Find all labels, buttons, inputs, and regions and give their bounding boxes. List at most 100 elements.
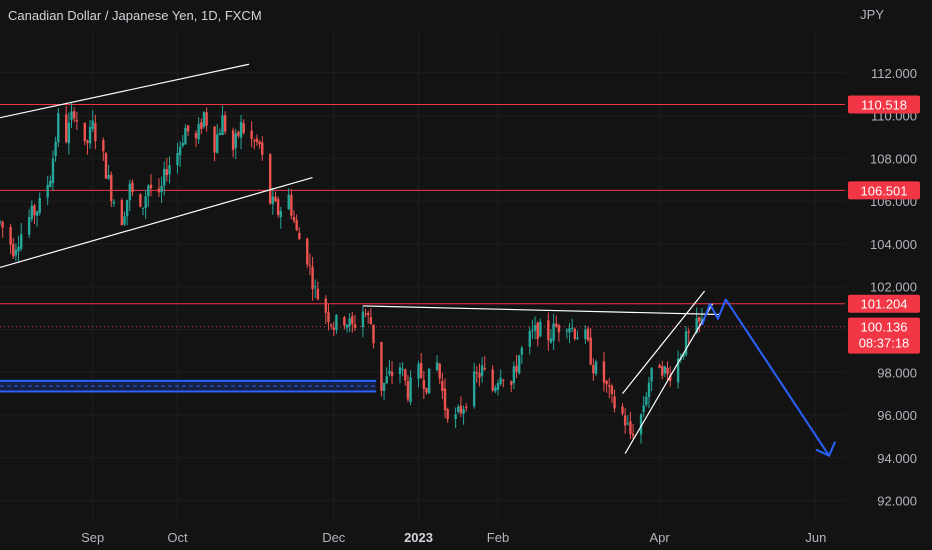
candle-body <box>120 200 124 226</box>
candle-body <box>107 174 110 179</box>
candle-body <box>533 325 537 331</box>
candle-body <box>218 133 222 136</box>
candle-101 <box>372 324 375 349</box>
candle-body <box>144 196 147 209</box>
candle-body <box>14 249 18 256</box>
candle-46 <box>168 156 171 184</box>
candle-99 <box>366 310 370 324</box>
candle-body <box>104 153 108 179</box>
candle-22 <box>83 122 86 146</box>
candles <box>0 102 704 444</box>
candle-body <box>295 220 298 231</box>
candle-103 <box>382 382 386 401</box>
candle-13 <box>49 175 52 188</box>
candle-148 <box>549 329 553 344</box>
candle-body <box>478 373 481 378</box>
candle-40 <box>147 184 150 207</box>
projection-line <box>701 298 830 457</box>
candle-body <box>202 112 206 127</box>
candle-body <box>499 377 502 384</box>
candle-161 <box>594 359 598 376</box>
candle-body <box>94 123 97 141</box>
candle-body <box>141 207 145 209</box>
candle-9 <box>33 203 36 225</box>
candle-body <box>348 318 351 326</box>
time-axis[interactable]: Sep Oct Dec 2023 Feb Apr Jun <box>81 530 826 545</box>
candle-175 <box>647 377 651 409</box>
candle-160 <box>592 358 595 381</box>
price-tag-label: 110.518 <box>861 97 907 112</box>
candle-98 <box>364 308 367 318</box>
candle-body <box>27 217 31 235</box>
candle-133 <box>494 384 497 394</box>
candle-body <box>642 405 645 413</box>
candle-body <box>517 355 521 374</box>
candle-body <box>592 365 595 374</box>
candle-17 <box>65 105 68 144</box>
candle-79 <box>292 210 296 224</box>
candle-118 <box>438 362 441 385</box>
candle-62 <box>231 127 235 158</box>
candle-body <box>610 385 614 394</box>
candle-93 <box>345 323 349 333</box>
candle-body <box>329 324 333 326</box>
candle-173 <box>642 395 645 418</box>
price-axis[interactable]: 92.00094.00096.00098.000100.000102.00010… <box>870 66 917 509</box>
candle-15 <box>54 136 57 163</box>
candle-body <box>406 381 410 400</box>
candle-112 <box>417 360 420 388</box>
candle-11 <box>38 192 41 216</box>
candle-body <box>536 322 539 340</box>
candle-21 <box>75 111 79 131</box>
candle-66 <box>242 119 245 135</box>
candle-body <box>496 382 500 390</box>
candle-58 <box>216 123 219 154</box>
candle-body <box>372 324 375 344</box>
candle-body <box>314 286 317 288</box>
candle-body <box>369 317 373 324</box>
candle-body <box>626 423 629 425</box>
candle-body <box>287 194 290 210</box>
candle-body <box>687 331 690 333</box>
candle-144 <box>533 316 537 340</box>
candle-body <box>258 141 261 145</box>
candle-73 <box>271 187 275 215</box>
candle-body <box>33 205 36 216</box>
candle-123 <box>457 404 460 414</box>
candle-body <box>438 363 441 379</box>
candle-body <box>621 406 624 414</box>
candle-body <box>268 154 272 204</box>
candle-body <box>351 316 354 325</box>
candle-128 <box>475 365 479 383</box>
candle-body <box>515 365 518 372</box>
candle-body <box>364 313 367 315</box>
candle-body <box>502 380 505 382</box>
candle-114 <box>422 370 426 399</box>
candle-body <box>30 205 33 220</box>
candle-14 <box>51 150 55 191</box>
candle-body <box>234 133 237 148</box>
candle-18 <box>67 112 71 155</box>
candle-60 <box>221 105 224 136</box>
candle-body <box>205 112 208 126</box>
candle-body <box>147 185 150 197</box>
candle-149 <box>552 314 555 351</box>
price-tag-label: 106.501 <box>861 183 908 198</box>
price-tag: 101.204 <box>848 294 920 313</box>
candle-152 <box>565 328 569 339</box>
candle-145 <box>536 321 539 347</box>
candle-body <box>353 324 357 328</box>
candle-50 <box>184 124 187 145</box>
candle-69 <box>255 134 259 146</box>
candle-body <box>9 227 12 245</box>
candle-169 <box>626 415 629 426</box>
candle-92 <box>343 315 346 330</box>
candle-body <box>83 122 86 142</box>
candle-body <box>178 146 182 156</box>
price-tag-bg <box>848 95 920 114</box>
candle-body <box>390 371 394 377</box>
candle-body <box>419 362 423 378</box>
candle-24 <box>88 120 92 149</box>
